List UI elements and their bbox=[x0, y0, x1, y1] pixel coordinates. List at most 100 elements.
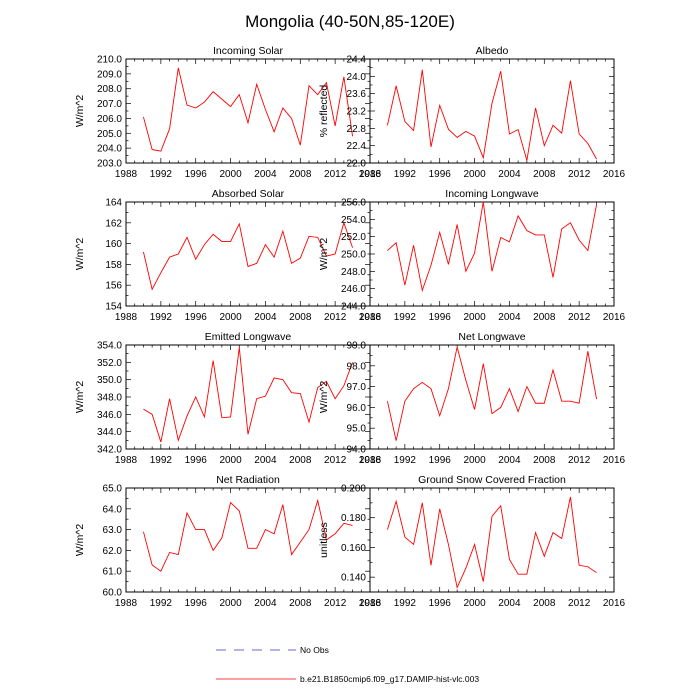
y-tick-label: 205.0 bbox=[97, 129, 122, 140]
x-tick-label: 1996 bbox=[185, 312, 208, 323]
panel-title: Emitted Longwave bbox=[205, 331, 292, 343]
y-tick-label: 248.0 bbox=[341, 267, 366, 278]
series-line bbox=[142, 498, 353, 572]
y-tick-label: 204.0 bbox=[97, 144, 122, 155]
series-line bbox=[142, 67, 354, 152]
x-tick-label: 2012 bbox=[568, 598, 591, 609]
x-tick-label: 1992 bbox=[394, 598, 417, 609]
y-tick-label: 96.0 bbox=[347, 403, 367, 414]
y-tick-label: 22.8 bbox=[347, 124, 367, 135]
y-tick-label: 0.160 bbox=[341, 543, 366, 554]
y-tick-label: 0.180 bbox=[341, 513, 366, 524]
y-tick-label: 348.0 bbox=[97, 393, 122, 404]
y-tick-label: 256.0 bbox=[341, 198, 366, 209]
y-tick-label: 158 bbox=[105, 260, 122, 271]
y-tick-label: 246.0 bbox=[341, 284, 366, 295]
x-tick-label: 1992 bbox=[150, 598, 173, 609]
x-tick-label: 2012 bbox=[568, 455, 591, 466]
x-tick-label: 2004 bbox=[254, 169, 277, 180]
series-line bbox=[386, 69, 597, 161]
y-tick-label: 23.2 bbox=[347, 107, 367, 118]
y-tick-label: 94.0 bbox=[347, 445, 367, 456]
y-tick-label: 22.4 bbox=[347, 141, 367, 152]
y-tick-label: 65.0 bbox=[103, 484, 123, 495]
x-tick-label: 1988 bbox=[359, 312, 382, 323]
x-tick-label: 2004 bbox=[254, 598, 277, 609]
y-axis-label: W/m^2 bbox=[318, 381, 330, 414]
x-tick-label: 1992 bbox=[150, 312, 173, 323]
x-tick-label: 2000 bbox=[219, 598, 242, 609]
y-tick-label: 354.0 bbox=[97, 341, 122, 352]
x-tick-label: 2012 bbox=[324, 598, 347, 609]
y-axis-label: W/m^2 bbox=[74, 524, 86, 557]
y-tick-label: 207.0 bbox=[97, 99, 122, 110]
y-tick-label: 352.0 bbox=[97, 358, 122, 369]
y-tick-label: 162 bbox=[105, 218, 122, 229]
y-tick-label: 156 bbox=[105, 281, 122, 292]
x-tick-label: 1988 bbox=[359, 455, 382, 466]
x-tick-label: 2016 bbox=[603, 312, 626, 323]
chart-panel-0: Incoming Solar W/m^2 1988 1992 1996 2000 2004 2… bbox=[74, 45, 382, 180]
x-tick-label: 2008 bbox=[289, 169, 312, 180]
x-tick-label: 1992 bbox=[394, 455, 417, 466]
x-tick-label: 2008 bbox=[289, 312, 312, 323]
series-line bbox=[386, 496, 597, 589]
x-tick-label: 1992 bbox=[394, 169, 417, 180]
y-tick-label: 0.140 bbox=[341, 573, 366, 584]
y-tick-label: 344.0 bbox=[97, 427, 122, 438]
x-tick-label: 1992 bbox=[394, 312, 417, 323]
y-tick-label: 98.0 bbox=[347, 361, 367, 372]
panel-title: Net Radiation bbox=[216, 474, 280, 486]
y-tick-label: 252.0 bbox=[341, 232, 366, 243]
y-tick-label: 60.0 bbox=[103, 588, 123, 599]
x-tick-label: 2000 bbox=[463, 598, 486, 609]
x-tick-label: 2004 bbox=[254, 312, 277, 323]
plot-frame bbox=[125, 487, 371, 593]
y-tick-label: 154 bbox=[105, 302, 122, 313]
x-tick-label: 1996 bbox=[429, 598, 452, 609]
x-tick-label: 2008 bbox=[533, 455, 556, 466]
x-tick-label: 2016 bbox=[359, 312, 382, 323]
y-axis-label: W/m^2 bbox=[74, 238, 86, 271]
y-axis-label: % reflected bbox=[318, 85, 330, 138]
legend-model-label: b.e21.B1850cmip6.f09_g17.DAMIP-hist-vlc.… bbox=[300, 674, 479, 684]
y-tick-label: 22.0 bbox=[347, 159, 367, 170]
x-tick-label: 2000 bbox=[463, 169, 486, 180]
x-tick-label: 1988 bbox=[115, 312, 138, 323]
x-tick-label: 1992 bbox=[150, 169, 173, 180]
x-tick-label: 1992 bbox=[150, 455, 173, 466]
y-tick-label: 209.0 bbox=[97, 69, 122, 80]
x-tick-label: 1996 bbox=[185, 169, 208, 180]
x-tick-label: 2004 bbox=[254, 455, 277, 466]
chart-panel-5: Net Longwave W/m^2 1988 1992 1996 2000 2004 200… bbox=[318, 331, 626, 466]
y-tick-label: 203.0 bbox=[97, 159, 122, 170]
y-tick-label: 164 bbox=[105, 198, 122, 209]
x-tick-label: 1988 bbox=[359, 598, 382, 609]
chart-panel-3: Incoming Longwave W/m^2 1988 1992 1996 2000 20… bbox=[318, 188, 626, 323]
y-tick-label: 210.0 bbox=[97, 55, 122, 66]
figure-title: Mongolia (40-50N,85-120E) bbox=[245, 12, 455, 31]
x-tick-label: 2000 bbox=[219, 312, 242, 323]
x-tick-label: 2012 bbox=[568, 169, 591, 180]
panel-title: Absorbed Solar bbox=[212, 188, 285, 200]
x-tick-label: 2012 bbox=[324, 169, 347, 180]
plot-frame bbox=[369, 58, 615, 164]
plot-frame bbox=[369, 201, 615, 307]
y-tick-label: 61.0 bbox=[103, 567, 123, 578]
y-tick-label: 350.0 bbox=[97, 375, 122, 386]
x-tick-label: 2000 bbox=[219, 455, 242, 466]
x-tick-label: 2016 bbox=[359, 598, 382, 609]
x-tick-label: 2012 bbox=[324, 312, 347, 323]
x-tick-label: 2016 bbox=[603, 598, 626, 609]
y-tick-label: 160 bbox=[105, 239, 122, 250]
y-tick-label: 250.0 bbox=[341, 250, 366, 261]
x-tick-label: 1996 bbox=[429, 455, 452, 466]
chart-panel-4: Emitted Longwave W/m^2 1988 1992 1996 2000 200… bbox=[74, 331, 382, 466]
legend: No Obs b.e21.B1850cmip6.f09_g17.DAMIP-hi… bbox=[216, 645, 479, 684]
panel-title: Net Longwave bbox=[458, 331, 525, 343]
y-tick-label: 23.6 bbox=[347, 89, 367, 100]
panel-title: Incoming Solar bbox=[213, 45, 284, 57]
x-tick-label: 2012 bbox=[568, 312, 591, 323]
chart-panel-1: Albedo % reflected 1988 1992 1996 2000 2004 200… bbox=[318, 45, 626, 180]
x-tick-label: 1996 bbox=[429, 169, 452, 180]
